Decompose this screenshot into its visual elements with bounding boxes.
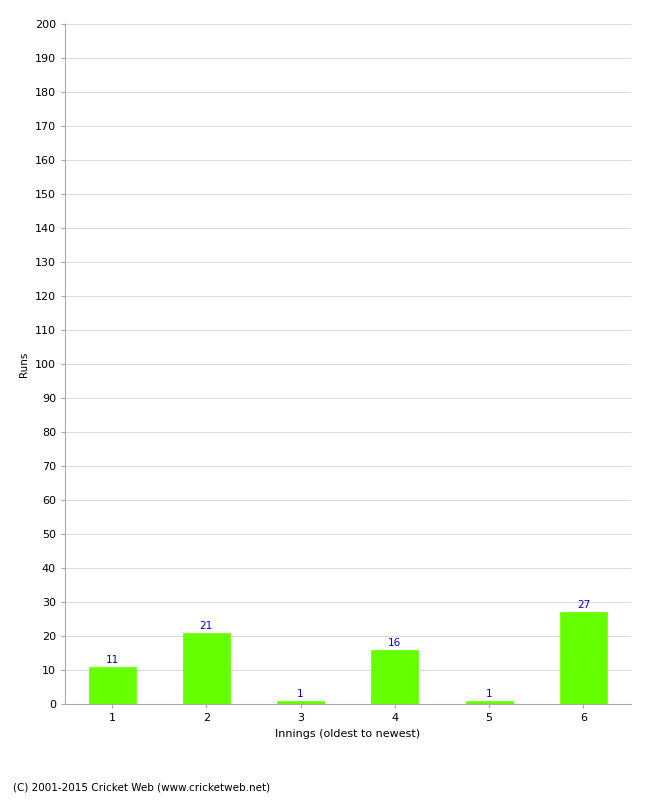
Bar	[88, 666, 136, 704]
Text: 21: 21	[200, 621, 213, 631]
Bar	[465, 701, 513, 704]
Text: 1: 1	[297, 689, 304, 699]
X-axis label: Innings (oldest to newest): Innings (oldest to newest)	[275, 729, 421, 738]
Y-axis label: Runs: Runs	[20, 351, 29, 377]
Bar	[277, 701, 324, 704]
Bar	[183, 633, 230, 704]
Text: 11: 11	[105, 655, 119, 665]
Text: 1: 1	[486, 689, 493, 699]
Bar	[371, 650, 419, 704]
Text: 16: 16	[388, 638, 402, 648]
Text: 27: 27	[577, 601, 590, 610]
Bar	[560, 612, 607, 704]
Text: (C) 2001-2015 Cricket Web (www.cricketweb.net): (C) 2001-2015 Cricket Web (www.cricketwe…	[13, 782, 270, 792]
